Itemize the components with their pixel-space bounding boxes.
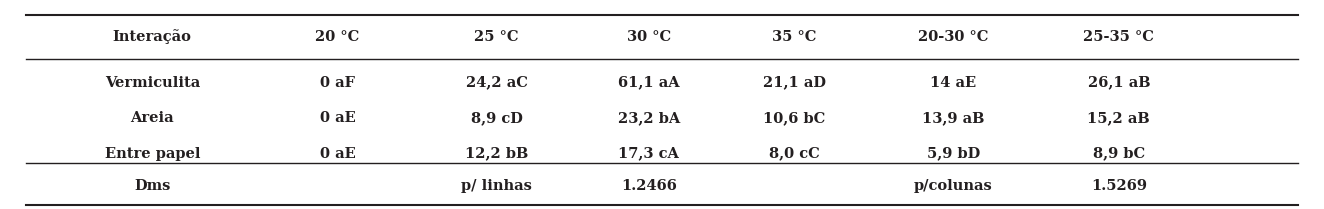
Text: 13,9 aB: 13,9 aB	[922, 111, 985, 125]
Text: 0 aF: 0 aF	[320, 76, 355, 89]
Text: 8,9 cD: 8,9 cD	[470, 111, 523, 125]
Text: 35 °C: 35 °C	[772, 30, 817, 43]
Text: 0 aE: 0 aE	[319, 147, 356, 161]
Text: 30 °C: 30 °C	[626, 30, 671, 43]
Text: 14 aE: 14 aE	[931, 76, 976, 89]
Text: 25 °C: 25 °C	[474, 30, 519, 43]
Text: 12,2 bB: 12,2 bB	[465, 147, 528, 161]
Text: 23,2 bA: 23,2 bA	[617, 111, 681, 125]
Text: 1.2466: 1.2466	[621, 179, 677, 193]
Text: 20 °C: 20 °C	[315, 30, 360, 43]
Text: Dms: Dms	[134, 179, 171, 193]
Text: p/ linhas: p/ linhas	[461, 179, 532, 193]
Text: 8,0 cC: 8,0 cC	[769, 147, 820, 161]
Text: Entre papel: Entre papel	[105, 147, 200, 161]
Text: 26,1 aB: 26,1 aB	[1087, 76, 1151, 89]
Text: 0 aE: 0 aE	[319, 111, 356, 125]
Text: 5,9 bD: 5,9 bD	[927, 147, 980, 161]
Text: Interação: Interação	[113, 29, 192, 44]
Text: 15,2 aB: 15,2 aB	[1087, 111, 1151, 125]
Text: Vermiculita: Vermiculita	[105, 76, 200, 89]
Text: 20-30 °C: 20-30 °C	[918, 30, 989, 43]
Text: 1.5269: 1.5269	[1091, 179, 1147, 193]
Text: 24,2 aC: 24,2 aC	[466, 76, 527, 89]
Text: 8,9 bC: 8,9 bC	[1092, 147, 1145, 161]
Text: Areia: Areia	[131, 111, 173, 125]
Text: 21,1 aD: 21,1 aD	[763, 76, 826, 89]
Text: 25-35 °C: 25-35 °C	[1083, 30, 1155, 43]
Text: 10,6 bC: 10,6 bC	[763, 111, 826, 125]
Text: 61,1 aA: 61,1 aA	[618, 76, 679, 89]
Text: p/colunas: p/colunas	[914, 179, 993, 193]
Text: 17,3 cA: 17,3 cA	[618, 147, 679, 161]
